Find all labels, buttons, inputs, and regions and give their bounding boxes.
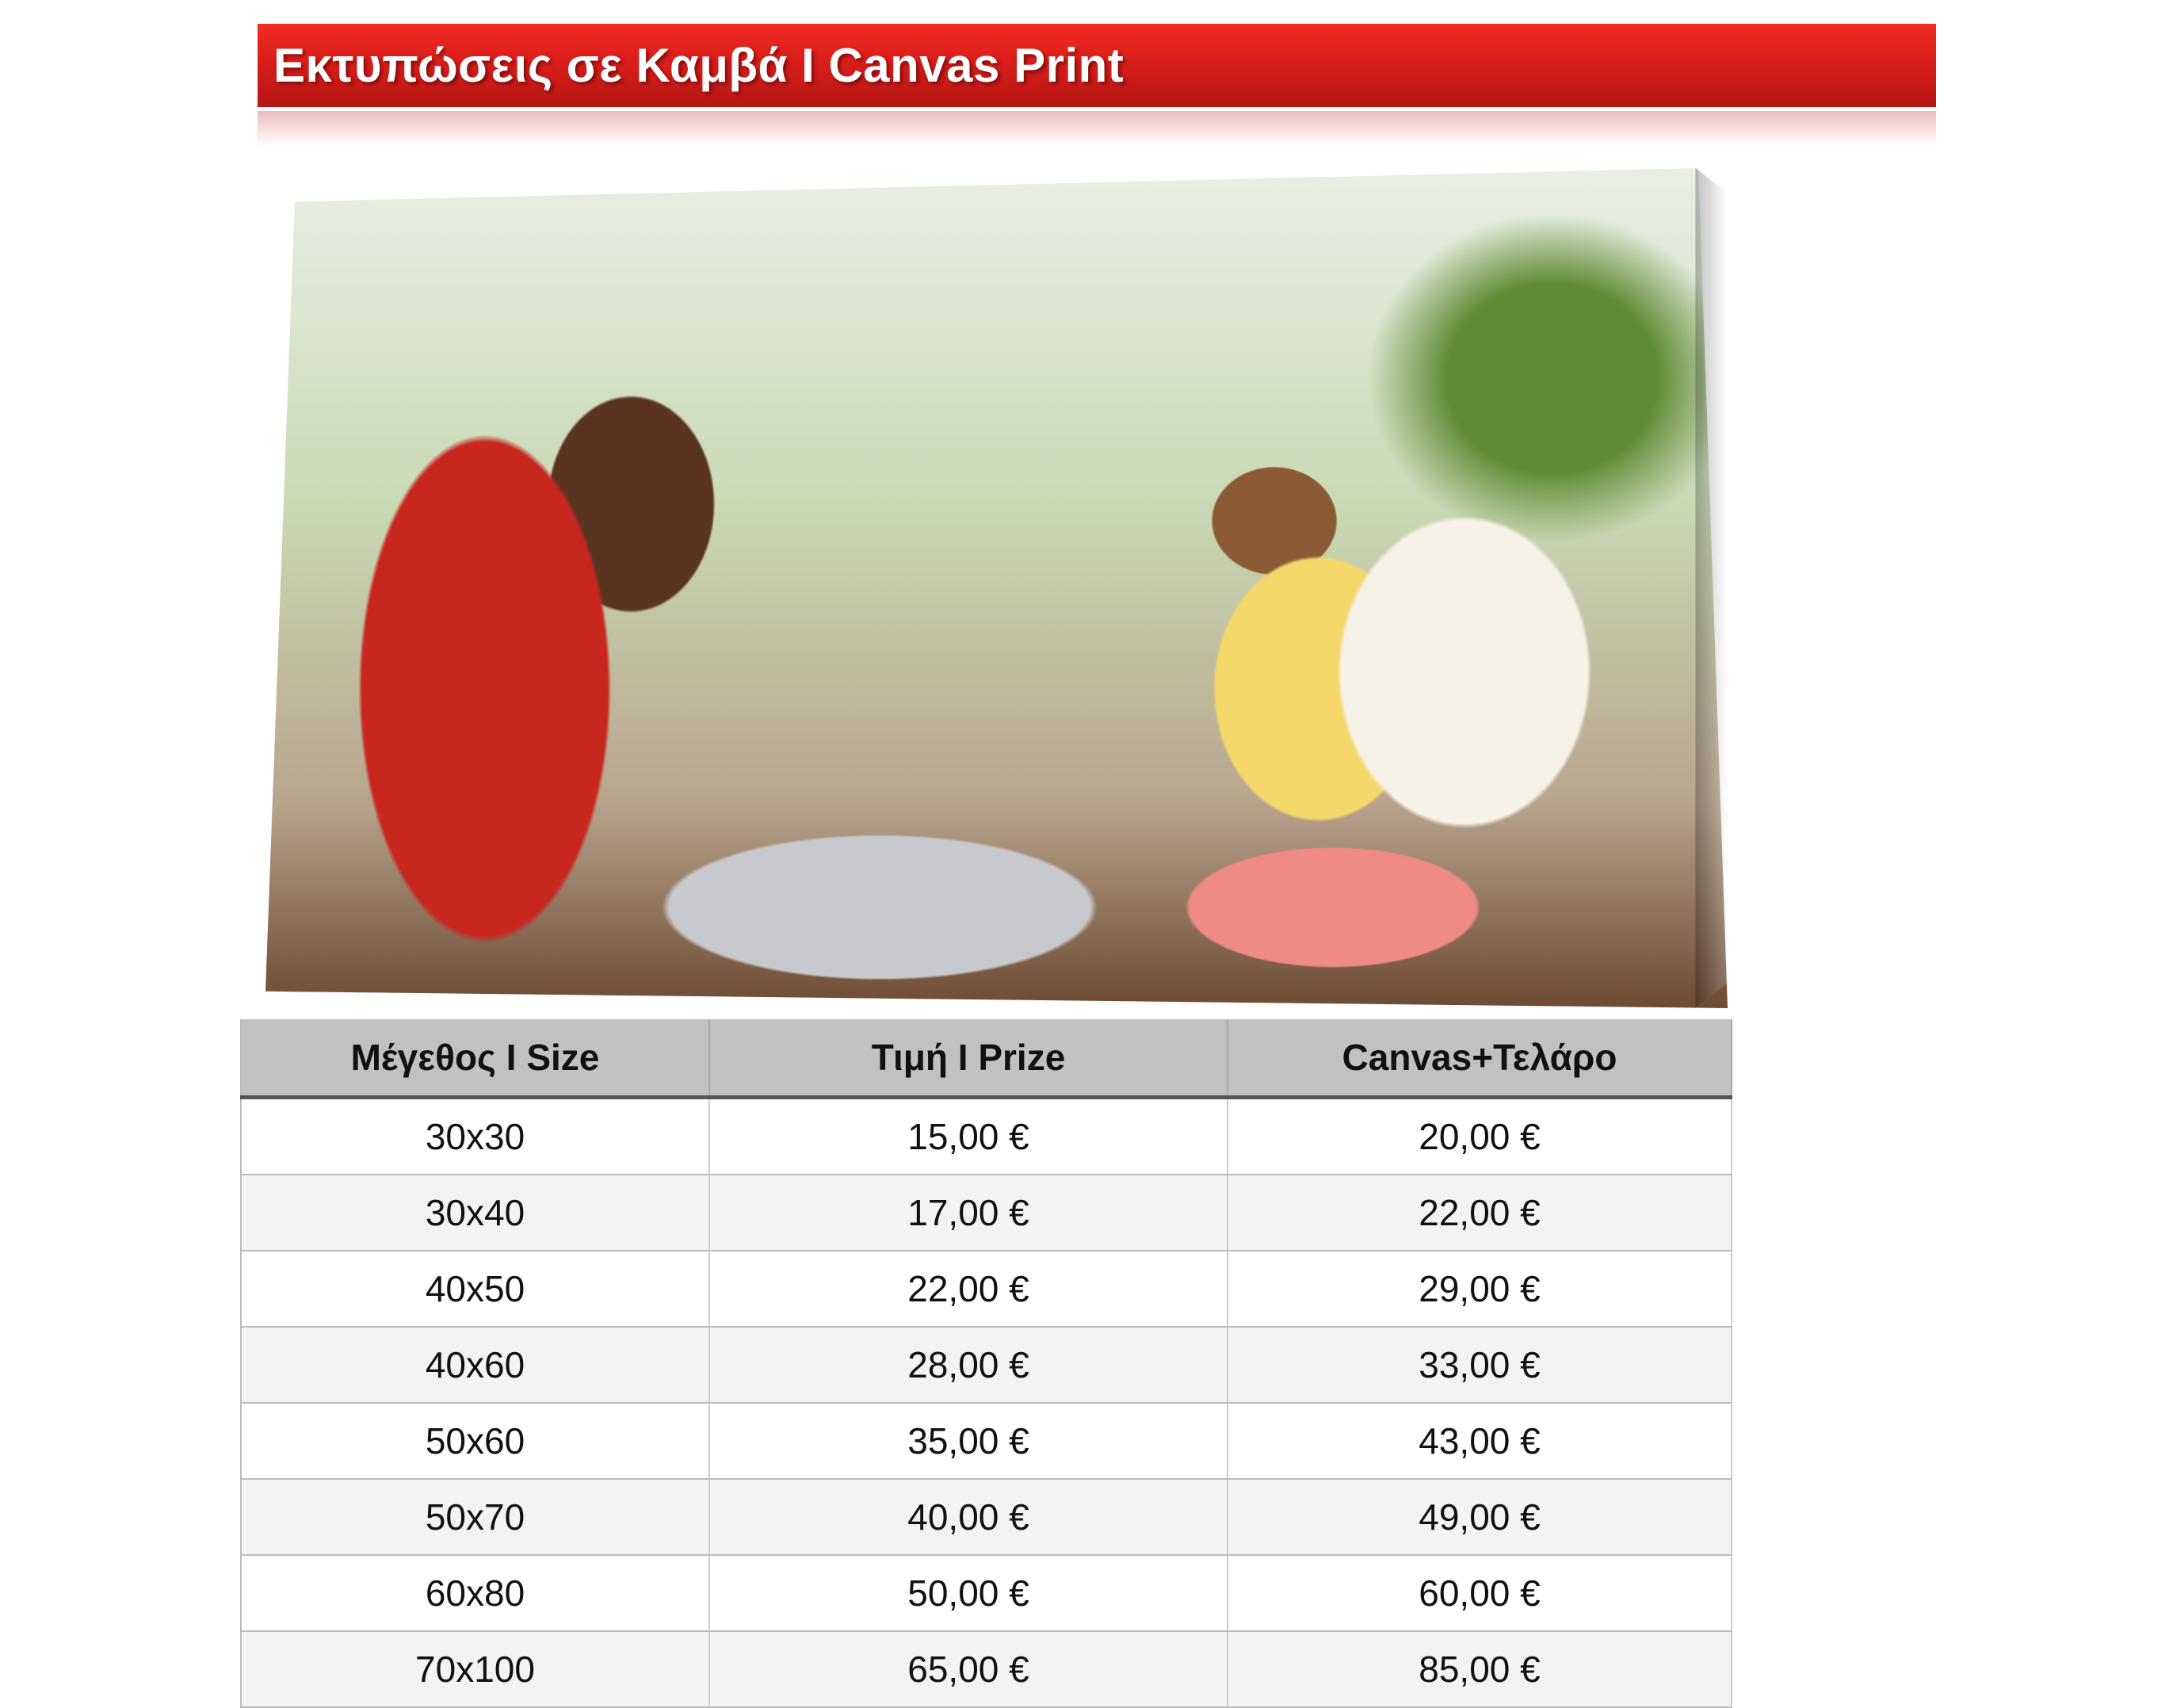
canvas-frame-price-cell: 22,00 € <box>1228 1174 1732 1251</box>
price-cell: 40,00 € <box>709 1478 1228 1556</box>
column-header-size: Μέγεθος Ι Size <box>240 1019 710 1099</box>
canvas-print-sample-image <box>265 168 1728 1008</box>
price-cell: 35,00 € <box>709 1402 1228 1480</box>
table-row: 60x80 50,00 €60,00 € <box>240 1554 1732 1632</box>
size-cell: 30x40 <box>240 1174 710 1251</box>
size-cell: 50x70 <box>240 1478 710 1556</box>
table-row: 30x40 17,00 €22,00 € <box>240 1174 1732 1251</box>
title-reflection <box>258 111 1936 147</box>
photo-mother-and-child <box>265 168 1728 1008</box>
size-cell: 30x30 <box>240 1096 710 1175</box>
table-header-row: Μέγεθος Ι Size Τιμή Ι Prize Canvas+Τελάρ… <box>240 1019 1732 1099</box>
canvas-frame-price-cell: 29,00 € <box>1228 1250 1732 1328</box>
canvas-frame-price-cell: 49,00 € <box>1228 1478 1732 1556</box>
table-row: 40x60 28,00 €33,00 € <box>240 1326 1732 1404</box>
table-row: 40x50 22,00 €29,00 € <box>240 1250 1732 1328</box>
page-title: Εκτυπώσεις σε Καμβά Ι Canvas Print <box>273 39 1125 92</box>
price-cell: 15,00 € <box>709 1096 1228 1175</box>
price-table: Μέγεθος Ι Size Τιμή Ι Prize Canvas+Τελάρ… <box>240 1019 1732 1708</box>
size-cell: 50x60 <box>240 1402 710 1480</box>
canvas-side-edge <box>1695 168 1728 1008</box>
table-row: 70x100 65,00 €85,00 € <box>240 1630 1732 1708</box>
canvas-frame-price-cell: 43,00 € <box>1228 1402 1732 1480</box>
canvas-frame-price-cell: 20,00 € <box>1228 1096 1732 1175</box>
size-cell: 60x80 <box>240 1554 710 1632</box>
size-cell: 70x100 <box>240 1630 710 1708</box>
canvas-frame-price-cell: 33,00 € <box>1228 1326 1732 1404</box>
price-cell: 22,00 € <box>709 1250 1228 1328</box>
table-row: 50x60 35,00 €43,00 € <box>240 1402 1732 1480</box>
canvas-frame-price-cell: 85,00 € <box>1228 1630 1732 1708</box>
canvas-frame-price-cell: 60,00 € <box>1228 1554 1732 1632</box>
column-header-price: Τιμή Ι Prize <box>709 1019 1228 1099</box>
price-cell: 65,00 € <box>709 1630 1228 1708</box>
table-row: 30x30 15,00 €20,00 € <box>240 1096 1732 1175</box>
size-cell: 40x60 <box>240 1326 710 1404</box>
price-cell: 17,00 € <box>709 1174 1228 1251</box>
size-cell: 40x50 <box>240 1250 710 1328</box>
price-cell: 50,00 € <box>709 1554 1228 1632</box>
table-row: 50x70 40,00 €49,00 € <box>240 1478 1732 1556</box>
column-header-canvas-frame: Canvas+Τελάρο <box>1228 1019 1732 1099</box>
price-cell: 28,00 € <box>709 1326 1228 1404</box>
title-banner: Εκτυπώσεις σε Καμβά Ι Canvas Print <box>258 24 1936 107</box>
